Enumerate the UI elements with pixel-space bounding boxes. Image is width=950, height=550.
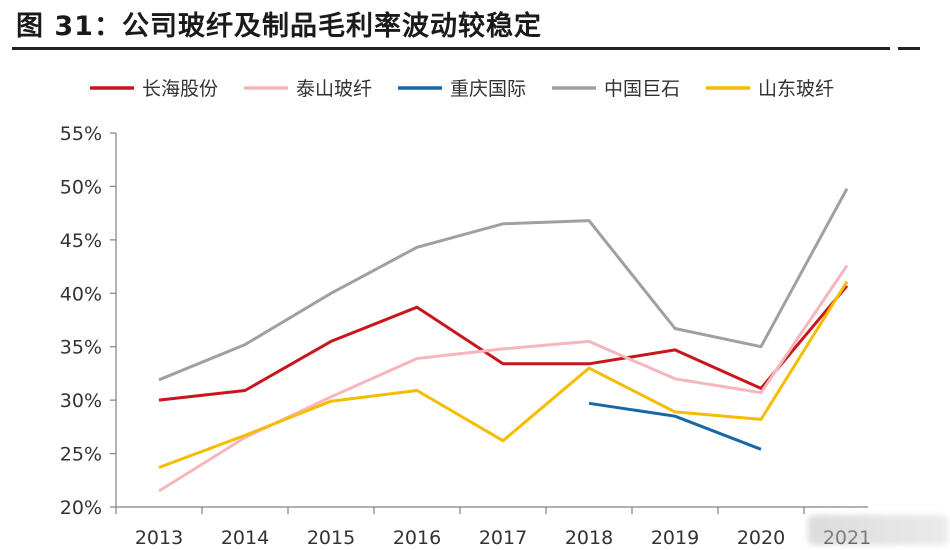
title-underline	[12, 47, 890, 50]
x-axis: 201320142015201620172018201920202021	[115, 506, 871, 549]
x-tick-label: 2020	[737, 527, 785, 549]
y-tick-label: 30%	[60, 390, 102, 412]
figure-title: 图 31：公司玻纤及制品毛利率波动较稳定	[16, 11, 542, 42]
y-tick-label: 55%	[60, 123, 102, 145]
legend-label: 长海股份	[142, 78, 218, 100]
y-tick-label: 50%	[60, 176, 102, 198]
chart-series	[158, 187, 849, 493]
y-axis: 20% 25% 30% 35% 40% 45% 50% 55%	[60, 123, 117, 519]
series-line-3	[588, 401, 762, 451]
legend-label: 重庆国际	[450, 78, 526, 100]
y-tick-label: 20%	[60, 497, 102, 519]
series-line-2	[158, 264, 849, 493]
watermark-blur	[808, 515, 948, 545]
series-line-5	[158, 280, 849, 469]
x-tick-label: 2014	[221, 527, 269, 549]
series-line-1	[158, 284, 849, 402]
x-tick-label: 2018	[565, 527, 613, 549]
series-line-4	[158, 187, 849, 382]
legend-label: 中国巨石	[604, 78, 680, 100]
y-tick-label: 40%	[60, 283, 102, 305]
x-tick-label: 2013	[135, 527, 183, 549]
legend-label: 山东玻纤	[758, 78, 834, 100]
y-tick-label: 35%	[60, 337, 102, 359]
y-tick-label: 25%	[60, 444, 102, 466]
x-tick-label: 2015	[307, 527, 355, 549]
chart-legend: 长海股份 泰山玻纤 重庆国际 中国巨石 山东玻纤	[90, 78, 834, 100]
y-tick-label: 45%	[60, 230, 102, 252]
x-tick-label: 2016	[393, 527, 441, 549]
x-tick-label: 2019	[651, 527, 699, 549]
x-tick-label: 2017	[479, 527, 527, 549]
title-underline-end	[898, 47, 920, 50]
legend-label: 泰山玻纤	[296, 78, 372, 100]
